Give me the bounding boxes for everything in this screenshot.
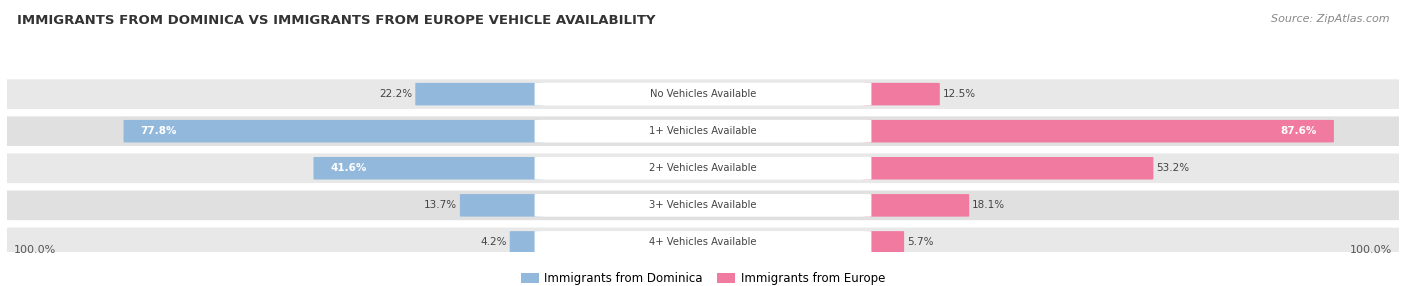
FancyBboxPatch shape [0,190,1406,220]
FancyBboxPatch shape [314,157,543,180]
Text: 100.0%: 100.0% [1350,245,1392,255]
Text: IMMIGRANTS FROM DOMINICA VS IMMIGRANTS FROM EUROPE VEHICLE AVAILABILITY: IMMIGRANTS FROM DOMINICA VS IMMIGRANTS F… [17,14,655,27]
FancyBboxPatch shape [534,231,872,254]
FancyBboxPatch shape [863,231,904,254]
Text: 5.7%: 5.7% [907,237,934,247]
Text: 100.0%: 100.0% [14,245,56,255]
Text: Source: ZipAtlas.com: Source: ZipAtlas.com [1271,14,1389,24]
FancyBboxPatch shape [0,79,1406,109]
Text: 1+ Vehicles Available: 1+ Vehicles Available [650,126,756,136]
Text: No Vehicles Available: No Vehicles Available [650,89,756,99]
FancyBboxPatch shape [863,120,1334,142]
Text: 3+ Vehicles Available: 3+ Vehicles Available [650,200,756,210]
Text: 2+ Vehicles Available: 2+ Vehicles Available [650,163,756,173]
Text: 18.1%: 18.1% [972,200,1005,210]
FancyBboxPatch shape [0,228,1406,257]
FancyBboxPatch shape [863,194,969,217]
FancyBboxPatch shape [863,83,939,105]
Text: 4.2%: 4.2% [481,237,508,247]
Legend: Immigrants from Dominica, Immigrants from Europe: Immigrants from Dominica, Immigrants fro… [516,267,890,286]
Text: 53.2%: 53.2% [1156,163,1189,173]
FancyBboxPatch shape [863,157,1153,180]
Text: 87.6%: 87.6% [1281,126,1317,136]
Text: 22.2%: 22.2% [380,89,412,99]
Text: 77.8%: 77.8% [141,126,177,136]
FancyBboxPatch shape [460,194,543,217]
FancyBboxPatch shape [124,120,543,142]
Text: 13.7%: 13.7% [425,200,457,210]
FancyBboxPatch shape [0,116,1406,146]
Text: 41.6%: 41.6% [330,163,367,173]
FancyBboxPatch shape [534,83,872,106]
FancyBboxPatch shape [534,120,872,142]
Text: 12.5%: 12.5% [942,89,976,99]
FancyBboxPatch shape [534,157,872,180]
FancyBboxPatch shape [534,194,872,217]
Text: 4+ Vehicles Available: 4+ Vehicles Available [650,237,756,247]
FancyBboxPatch shape [0,153,1406,183]
FancyBboxPatch shape [510,231,543,254]
FancyBboxPatch shape [415,83,543,105]
